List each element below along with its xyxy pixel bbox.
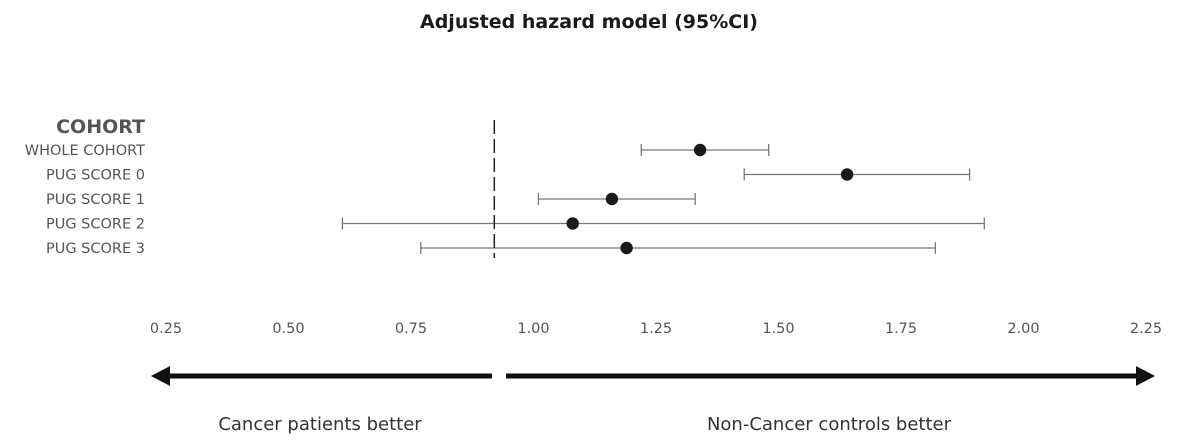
forest-row: PUG SCORE 2 (46, 217, 985, 233)
x-tick-label: 0.75 (395, 321, 427, 337)
x-tick-label: 1.00 (517, 321, 549, 337)
row-label: PUG SCORE 3 (46, 241, 145, 257)
forest-rows: WHOLE COHORT PUG SCORE 0 PUG SCORE 1 PUG SC… (25, 143, 985, 257)
row-label: PUG SCORE 2 (46, 217, 145, 233)
point-estimate (566, 217, 579, 230)
row-header-cohort: COHORT (56, 116, 145, 138)
left-direction-label: Cancer patients better (218, 414, 422, 435)
left-arrow-head (151, 366, 170, 386)
forest-row: WHOLE COHORT (25, 143, 770, 159)
x-tick-label: 0.50 (272, 321, 304, 337)
row-label: WHOLE COHORT (25, 143, 145, 159)
x-tick-label: 0.25 (150, 321, 182, 337)
x-tick-label: 2.25 (1130, 321, 1162, 337)
forest-row: PUG SCORE 0 (46, 168, 971, 184)
x-tick-label: 1.75 (885, 321, 917, 337)
right-arrow-head (1136, 366, 1155, 386)
forest-row: PUG SCORE 1 (46, 192, 696, 208)
x-tick-label: 1.25 (640, 321, 672, 337)
point-estimate (605, 192, 619, 206)
row-label: PUG SCORE 0 (46, 168, 145, 184)
point-estimate (620, 241, 633, 255)
x-axis-ticks: 0.25 0.50 0.75 1.00 1.25 1.50 1.75 2.00 2.25 (150, 321, 1162, 337)
point-estimate (693, 143, 707, 157)
row-label: PUG SCORE 1 (46, 192, 145, 208)
right-direction-label: Non-Cancer controls better (707, 414, 952, 435)
chart-title: Adjusted hazard model (95%CI) (420, 11, 758, 33)
x-tick-label: 1.50 (762, 321, 794, 337)
forest-row: PUG SCORE 3 (46, 241, 936, 257)
point-estimate (840, 168, 854, 181)
direction-arrows (151, 366, 1155, 386)
x-tick-label: 2.00 (1007, 321, 1039, 337)
